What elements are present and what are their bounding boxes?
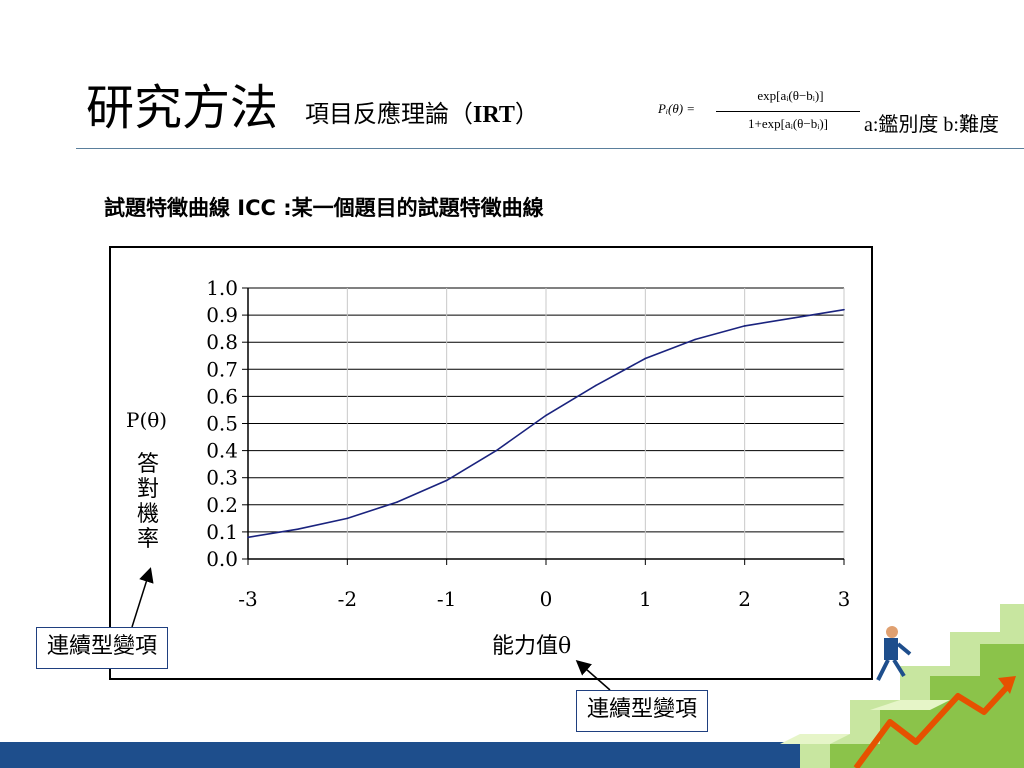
y-tick-label: 0.0 [206,547,238,571]
stairs-decoration [760,604,1024,768]
y-tick-label: 0.3 [206,466,238,490]
x-tick-label: -2 [338,587,357,611]
x-axis-label: 能力值θ [492,634,572,659]
y-tick-label: 0.4 [206,439,238,463]
x-tick-label: -1 [437,587,456,611]
formula-lhs: Pᵢ(θ) = [658,101,696,116]
x-tick-label: 0 [540,587,553,611]
right-callout: 連續型變項 [576,690,709,732]
formula-fraction-bar [716,111,860,112]
y-axis-sublabel: 答對機率 [136,452,159,552]
formula-legend: a:鑑別度 b:難度 [864,114,999,136]
page-title: 研究方法 [86,80,279,136]
formula-denominator: 1+exp[aᵢ(θ−bᵢ)] [748,116,828,131]
y-axis-label: P(θ) [126,408,168,432]
icc-point [346,517,349,520]
x-tick-label: 3 [838,587,851,611]
icc-point [793,317,796,319]
y-tick-label: 0.8 [206,330,238,354]
y-tick-label: 0.5 [206,412,238,436]
icc-point [296,528,299,530]
y-tick-label: 0.7 [206,357,238,381]
x-tick-label: 1 [639,587,652,611]
icc-point [396,501,398,503]
icc-point [445,479,448,482]
x-tick-label: 2 [738,587,751,611]
page-subtitle: 項目反應理論（IRT） [305,98,539,131]
y-tick-label: 0.1 [206,520,238,544]
icc-point [247,536,249,539]
icc-chart: 0.0 0.1 0.2 0.3 0.4 0.5 0.6 0.7 0.8 0.9 1.0 -3 -2 -1 0… [206,276,851,611]
y-tick-label: 1.0 [206,276,238,300]
x-tick-label: -3 [238,587,257,611]
subtitle-irt: IRT [473,102,515,128]
icc-point [594,384,597,387]
section-subtitle: 試題特徵曲線 ICC :某一個題目的試題特徵曲線 [104,196,544,220]
icc-point [495,449,498,452]
y-tick-label: 0.6 [206,384,238,408]
icc-chart-frame: 0.0 0.1 0.2 0.3 0.4 0.5 0.6 0.7 0.8 0.9 1.0 -3 -2 -1 0… [109,246,873,680]
subtitle-suffix: ） [514,100,539,128]
irt-formula: Pᵢ(θ) = exp[aᵢ(θ−bᵢ)] 1+exp[aᵢ(θ−bᵢ)] a:… [658,86,1024,142]
icc-point [694,338,696,341]
y-tick-label: 0.2 [206,493,238,517]
formula-numerator: exp[aᵢ(θ−bᵢ)] [757,88,824,103]
y-tick-label: 0.9 [206,303,238,327]
climbing-man-icon [876,626,912,681]
icc-point [644,357,647,360]
icc-point [743,325,746,327]
left-callout: 連續型變項 [36,627,169,669]
header-divider [76,148,1024,149]
icc-point [843,308,845,311]
subtitle-prefix: 項目反應理論（ [305,100,473,128]
icc-point [545,414,547,417]
